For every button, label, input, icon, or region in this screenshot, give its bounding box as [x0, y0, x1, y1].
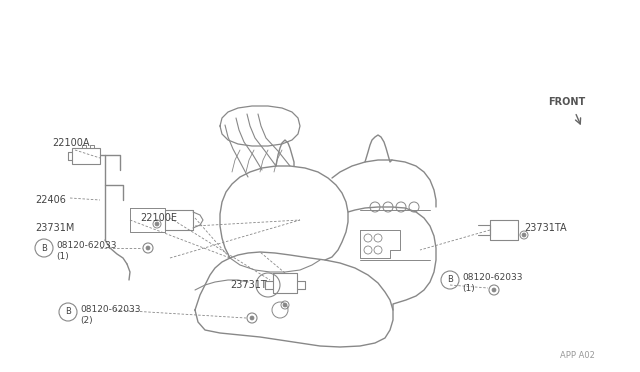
Text: (2): (2): [80, 315, 93, 324]
Circle shape: [155, 222, 159, 226]
FancyBboxPatch shape: [72, 148, 100, 164]
Text: 23731T: 23731T: [230, 280, 267, 290]
Text: FRONT: FRONT: [548, 97, 585, 107]
Text: 22100A: 22100A: [52, 138, 90, 148]
Text: B: B: [447, 276, 453, 285]
Text: (1): (1): [462, 283, 475, 292]
Text: 08120-62033: 08120-62033: [462, 273, 522, 282]
Text: APP A02: APP A02: [560, 350, 595, 359]
Text: B: B: [65, 308, 71, 317]
Text: 08120-62033: 08120-62033: [80, 305, 141, 314]
Circle shape: [146, 246, 150, 250]
Text: B: B: [41, 244, 47, 253]
Text: 23731M: 23731M: [35, 223, 74, 233]
Text: (1): (1): [56, 251, 68, 260]
Circle shape: [492, 288, 496, 292]
Text: 22406: 22406: [35, 195, 66, 205]
Circle shape: [250, 316, 254, 320]
Circle shape: [522, 233, 526, 237]
Text: 08120-62033: 08120-62033: [56, 241, 116, 250]
Text: 23731TA: 23731TA: [524, 223, 566, 233]
Circle shape: [283, 303, 287, 307]
Text: 22100E: 22100E: [140, 213, 177, 223]
